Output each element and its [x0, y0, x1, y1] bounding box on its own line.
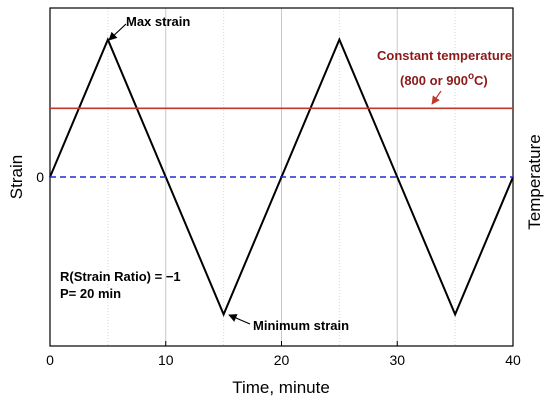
x-axis-ticks: 0 10 20 30 40	[46, 341, 521, 368]
y-axis-title-left: Strain	[7, 155, 26, 199]
min-strain-label: Minimum strain	[253, 318, 349, 333]
constant-temperature-range-label: (800 or 900oC)	[400, 71, 488, 88]
series-layer	[49, 37, 514, 317]
max-strain-arrow	[108, 23, 127, 41]
y-tick-label: 0	[36, 169, 44, 185]
x-tick-label: 10	[158, 352, 174, 368]
y-axis-title-right: Temperature	[525, 134, 544, 229]
constant-temperature-label: Constant temperature	[377, 48, 512, 63]
max-strain-label: Max strain	[126, 14, 190, 29]
constant-temperature-arrow	[431, 90, 442, 105]
x-tick-label: 30	[389, 352, 405, 368]
min-strain-arrow	[228, 314, 251, 325]
temp-range-degree: o	[468, 71, 474, 82]
strain-ratio-label: R(Strain Ratio) = −1	[60, 269, 181, 284]
x-tick-label: 0	[46, 352, 54, 368]
temp-range-suffix: C)	[474, 73, 488, 88]
x-axis-title: Time, minute	[232, 378, 330, 397]
period-label: P= 20 min	[60, 286, 121, 301]
x-tick-label: 20	[274, 352, 290, 368]
x-tick-label: 40	[505, 352, 521, 368]
temp-range-prefix: (800 or 900	[400, 73, 468, 88]
